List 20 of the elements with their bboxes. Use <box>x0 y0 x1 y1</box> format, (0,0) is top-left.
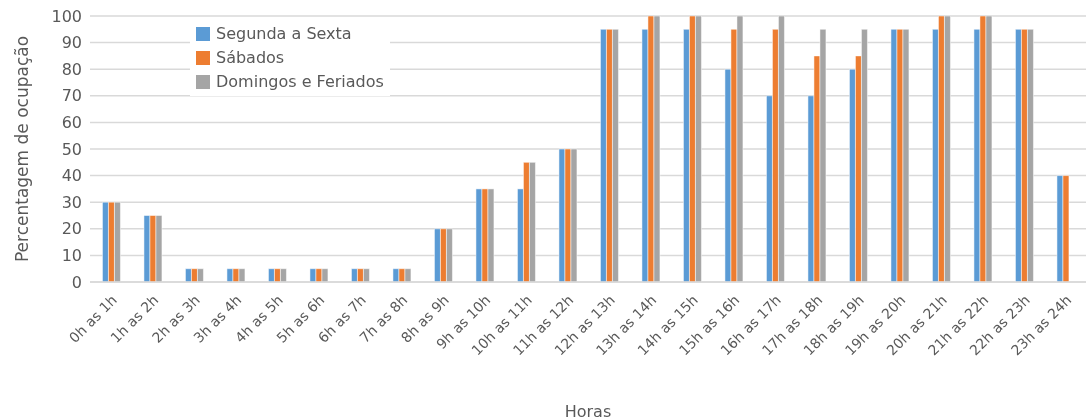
y-tick-label: 100 <box>51 6 82 26</box>
y-tick-label: 80 <box>61 59 82 79</box>
x-axis-title: Horas <box>564 402 612 417</box>
bar <box>143 215 151 282</box>
y-tick-label: 60 <box>61 113 82 133</box>
bar <box>558 148 566 282</box>
y-axis-title: Percentagem de ocupação <box>12 35 33 263</box>
y-tick-label: 30 <box>61 192 82 212</box>
legend-label: Sábados <box>216 47 285 69</box>
y-tick-label: 0 <box>71 272 82 292</box>
y-tick-label: 20 <box>61 219 82 239</box>
legend-label: Domingos e Feriados <box>216 71 384 93</box>
y-tick-label: 90 <box>61 33 82 53</box>
y-tick-label: 70 <box>61 86 82 106</box>
legend-label: Segunda a Sexta <box>216 23 352 45</box>
y-tick-label: 10 <box>61 246 82 266</box>
y-tick-label: 50 <box>61 139 82 159</box>
y-tick-label: 40 <box>61 166 82 186</box>
bar <box>890 29 898 282</box>
bar <box>475 188 483 282</box>
